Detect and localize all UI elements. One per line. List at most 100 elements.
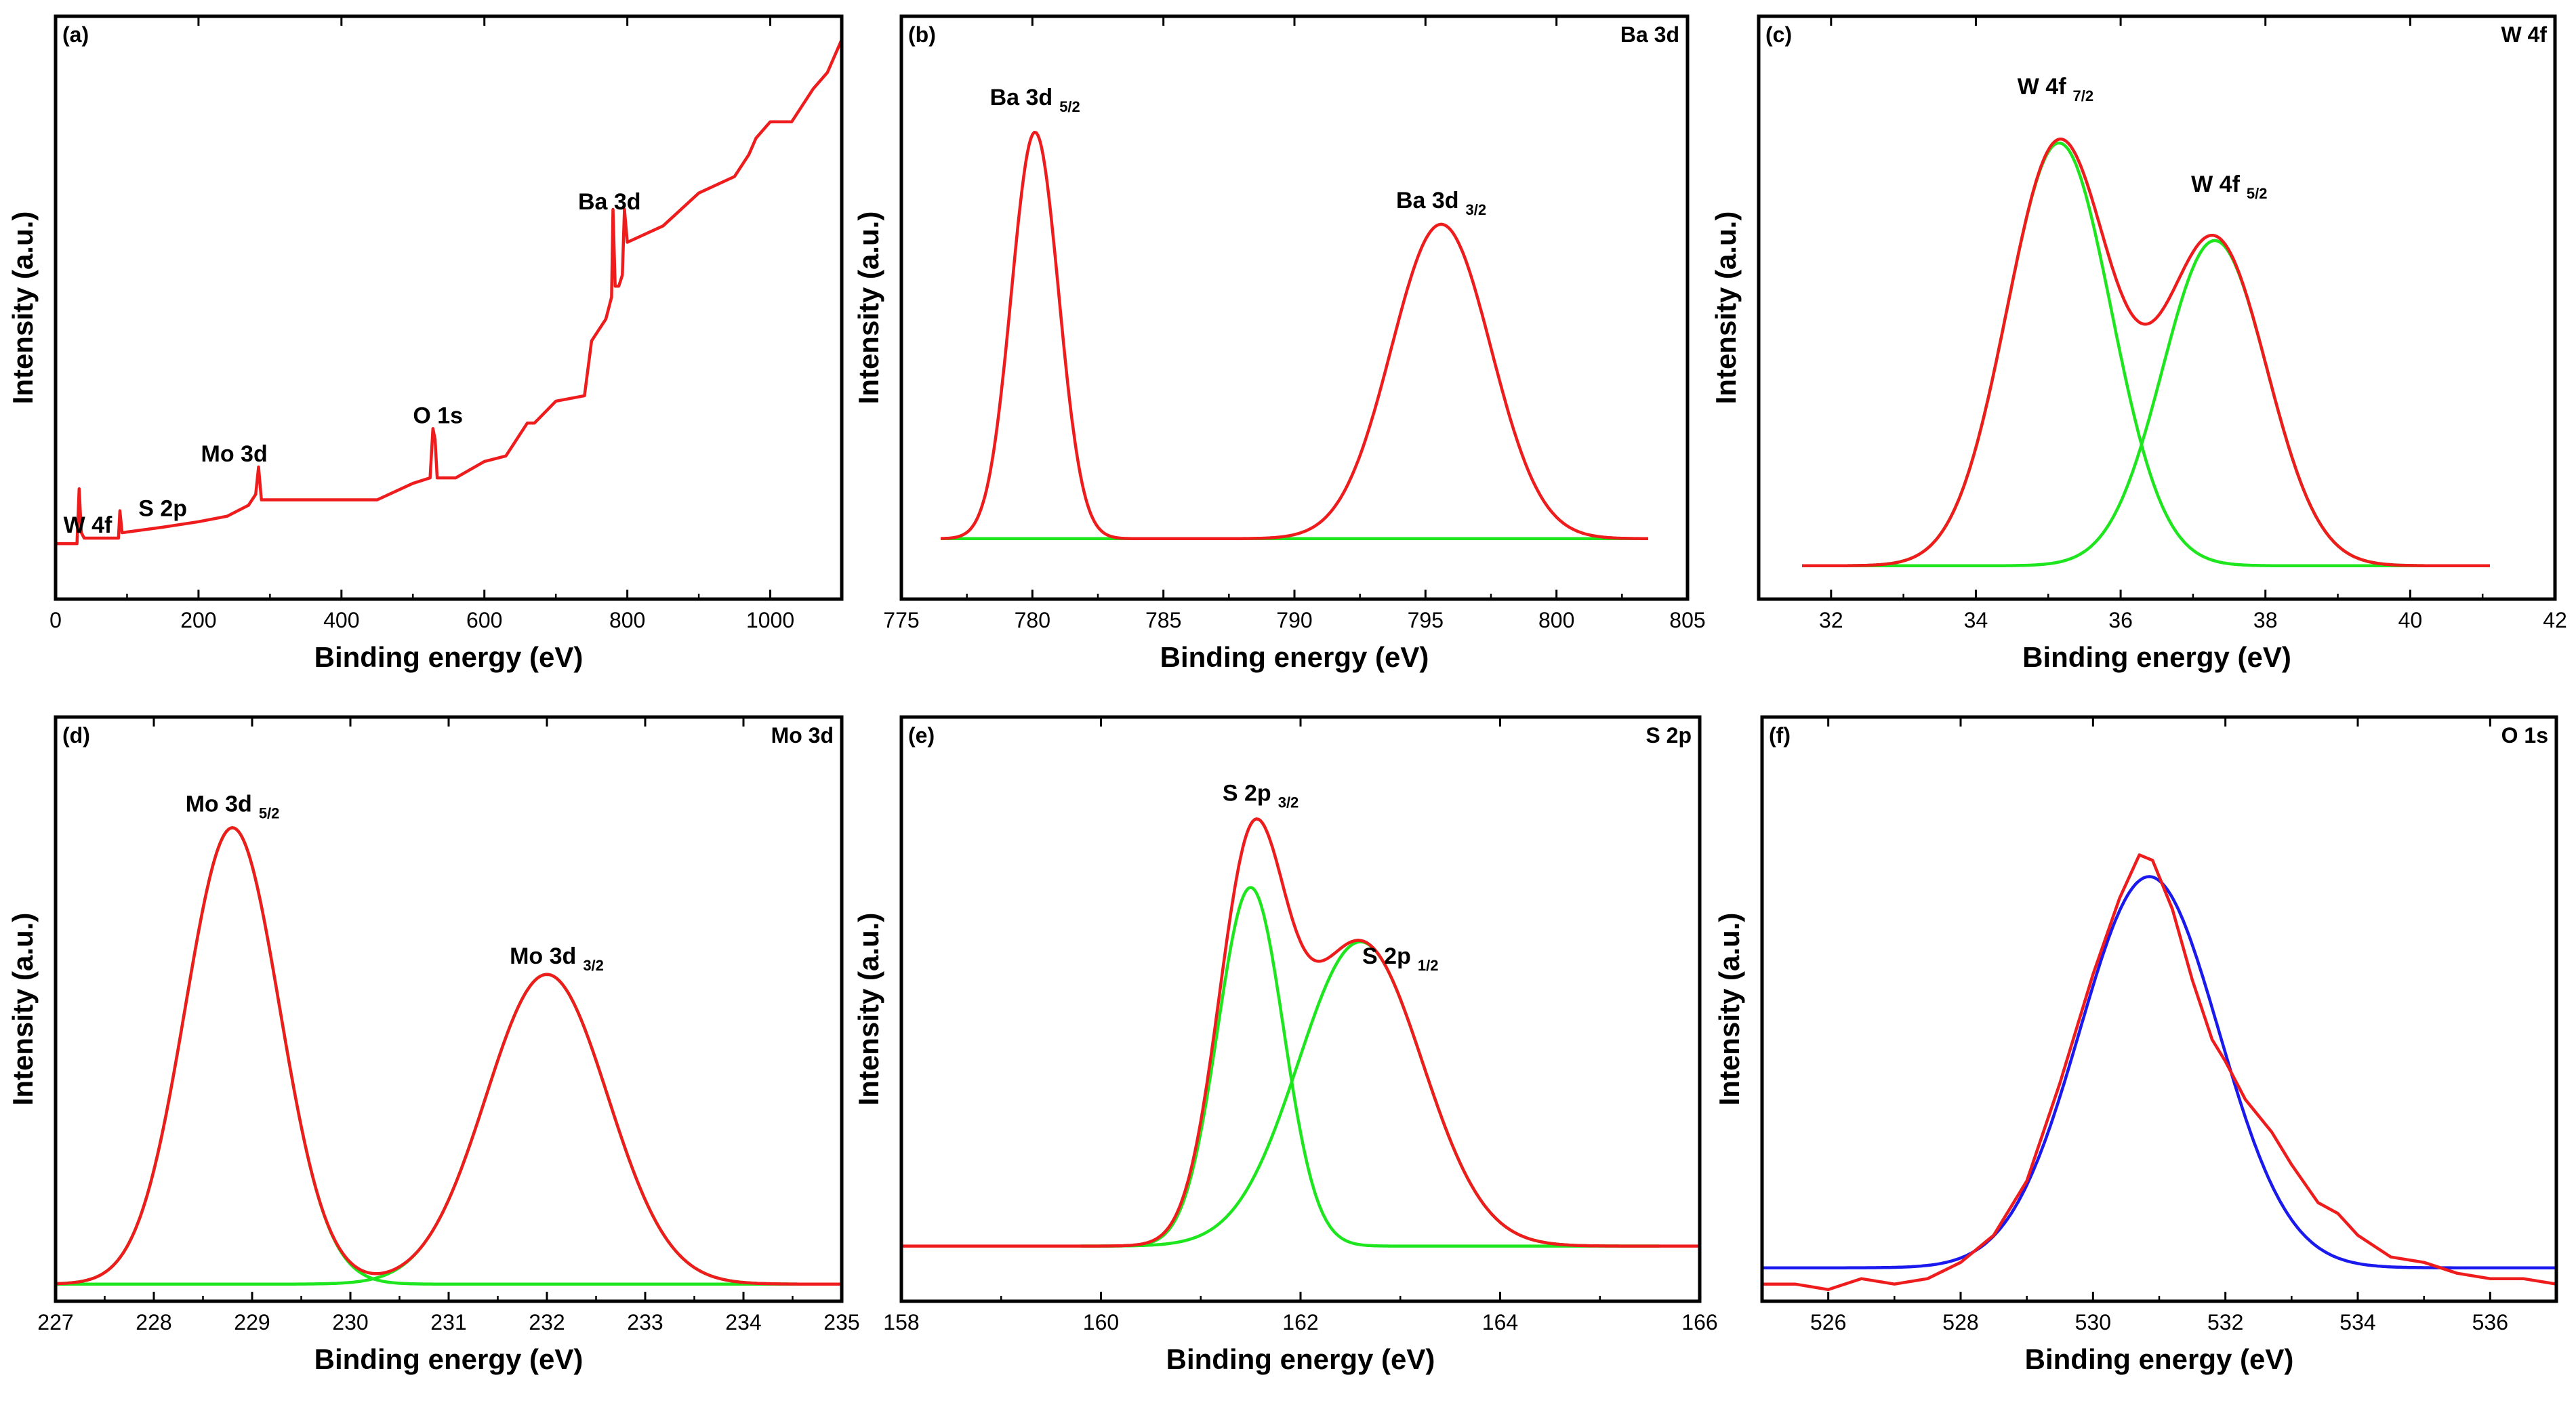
peak-label-mo-3d: Mo 3d 3/2: [510, 943, 604, 974]
peak-label-s-2p: S 2p 3/2: [1223, 780, 1299, 811]
x-tick-label: 1000: [746, 608, 794, 632]
x-tick-label: 40: [2398, 608, 2423, 632]
plot-frame: [1760, 715, 2558, 1303]
x-tick-label: 230: [332, 1310, 368, 1334]
series-group: [1762, 853, 2556, 1292]
panel-label: (c): [1765, 22, 1792, 47]
series-w-4f7-2-fit: [1802, 141, 2490, 568]
x-tick-label: 775: [883, 608, 919, 632]
x-tick-label: 785: [1145, 608, 1181, 632]
x-tick-label: 164: [1482, 1310, 1518, 1334]
plot-frame: [54, 14, 844, 601]
series-w-4f5-2-fit: [1802, 239, 2490, 568]
x-tick-label: 231: [430, 1310, 466, 1334]
panel-title: W 4f: [2501, 22, 2547, 47]
x-tick-label: 160: [1083, 1310, 1119, 1334]
x-tick-label: 534: [2339, 1310, 2375, 1334]
peak-label-s-2p: S 2p 1/2: [1362, 943, 1438, 974]
series-mo-3d3-2-fit: [56, 973, 842, 1286]
peak-label-ba-3d: Ba 3d 5/2: [990, 85, 1080, 115]
y-axis-title: Intensity (a.u.): [7, 913, 39, 1106]
x-tick-label: 34: [1964, 608, 1988, 632]
x-tick-label: 600: [466, 608, 502, 632]
x-tick-label: 528: [1942, 1310, 1978, 1334]
peak-label-o-1s: O 1s: [413, 403, 463, 428]
panel-title: O 1s: [2501, 723, 2548, 748]
series-group: [940, 130, 1648, 541]
x-tick-label: 790: [1276, 608, 1312, 632]
peak-label-mo-3d: Mo 3d: [201, 441, 268, 467]
series-envelope: [901, 817, 1700, 1248]
x-tick-label: 800: [609, 608, 645, 632]
y-axis-title: Intensity (a.u.): [1710, 211, 1742, 405]
peak-label-w-4f: W 4f 5/2: [2191, 171, 2267, 202]
x-tick-label: 158: [883, 1310, 919, 1334]
x-tick-label: 42: [2543, 608, 2567, 632]
panel-title: Mo 3d: [771, 723, 834, 748]
panel-e: 158 160 162 164 166 Binding energy (eV) Intens…: [853, 715, 1718, 1375]
x-tick-label: 228: [136, 1310, 171, 1334]
x-axis-title: Binding energy (eV): [2025, 1343, 2294, 1375]
x-axis-title: Binding energy (eV): [1160, 641, 1429, 673]
x-tick-label: 36: [2108, 608, 2133, 632]
panel-label: (a): [62, 22, 89, 47]
peak-label-mo-3d: Mo 3d 5/2: [186, 791, 280, 821]
y-axis-title: Intensity (a.u.): [853, 913, 884, 1106]
panel-c: 32 34 36 38 40 42 Binding energy (eV) Intensity…: [1710, 14, 2567, 673]
panel-label: (d): [62, 723, 90, 748]
y-axis-title: Intensity (a.u.): [1713, 913, 1745, 1106]
panel-label: (f): [1769, 723, 1791, 748]
peak-label-w-4f: W 4f: [64, 512, 113, 538]
x-tick-label: 200: [180, 608, 216, 632]
x-tick-label: 232: [529, 1310, 565, 1334]
x-tick-label: 166: [1681, 1310, 1717, 1334]
panel-label: (e): [908, 723, 935, 748]
panel-title: S 2p: [1645, 723, 1692, 748]
x-axis-title: Binding energy (eV): [314, 641, 584, 673]
x-tick-label: 795: [1408, 608, 1444, 632]
series-group: [1802, 137, 2490, 568]
x-tick-label: 400: [323, 608, 359, 632]
series-measured: [1762, 853, 2556, 1292]
x-axis-title: Binding energy (eV): [2022, 641, 2291, 673]
plot-frame: [1757, 14, 2557, 601]
x-tick-label: 532: [2207, 1310, 2243, 1334]
x-tick-label: 780: [1015, 608, 1050, 632]
x-tick-label: 536: [2472, 1310, 2508, 1334]
series-envelope: [1802, 137, 2490, 568]
series-mo-3d5-2-fit: [56, 826, 842, 1286]
x-tick-label: 530: [2075, 1310, 2111, 1334]
peak-label-ba-3d: Ba 3d 3/2: [1396, 188, 1486, 218]
series-survey: [56, 39, 842, 546]
series-o-1s-fit: [1762, 875, 2556, 1269]
x-tick-label: 526: [1810, 1310, 1846, 1334]
peak-label-s-2p: S 2p: [138, 496, 187, 522]
x-tick-label: 229: [234, 1310, 270, 1334]
x-tick-label: 32: [1819, 608, 1843, 632]
series-group: [56, 826, 842, 1286]
series-group: [56, 39, 842, 546]
peak-label-w-4f: W 4f 7/2: [2018, 74, 2093, 104]
panel-title: Ba 3d: [1620, 22, 1679, 47]
x-tick-label: 805: [1669, 608, 1705, 632]
panel-a: 0 200 400 600 800 1000 Binding energy (eV) Inte…: [7, 14, 844, 673]
x-tick-label: 38: [2253, 608, 2278, 632]
series-s-2p3-2-fit: [1080, 886, 1660, 1248]
series-envelope: [940, 130, 1648, 541]
x-tick-label: 235: [823, 1310, 859, 1334]
series-s-2p1-2-fit: [1080, 940, 1660, 1248]
x-tick-label: 233: [627, 1310, 663, 1334]
y-axis-title: Intensity (a.u.): [7, 211, 39, 405]
x-tick-label: 234: [725, 1310, 761, 1334]
x-tick-label: 0: [49, 608, 62, 632]
panel-label: (b): [908, 22, 936, 47]
x-tick-label: 162: [1282, 1310, 1318, 1334]
panel-d: 227 228 229 230 231 232 233 234 235 Binding energ…: [7, 715, 860, 1375]
panel-f: 526 528 530 532 534 536 Binding energy (eV) Int…: [1713, 715, 2558, 1375]
series-group: [901, 817, 1700, 1248]
series-envelope: [56, 826, 842, 1286]
panel-b: 775 780 785 790 795 800 805 Binding energy (eV)…: [853, 14, 1706, 673]
x-axis-title: Binding energy (eV): [314, 1343, 584, 1375]
y-axis-title: Intensity (a.u.): [853, 211, 884, 405]
